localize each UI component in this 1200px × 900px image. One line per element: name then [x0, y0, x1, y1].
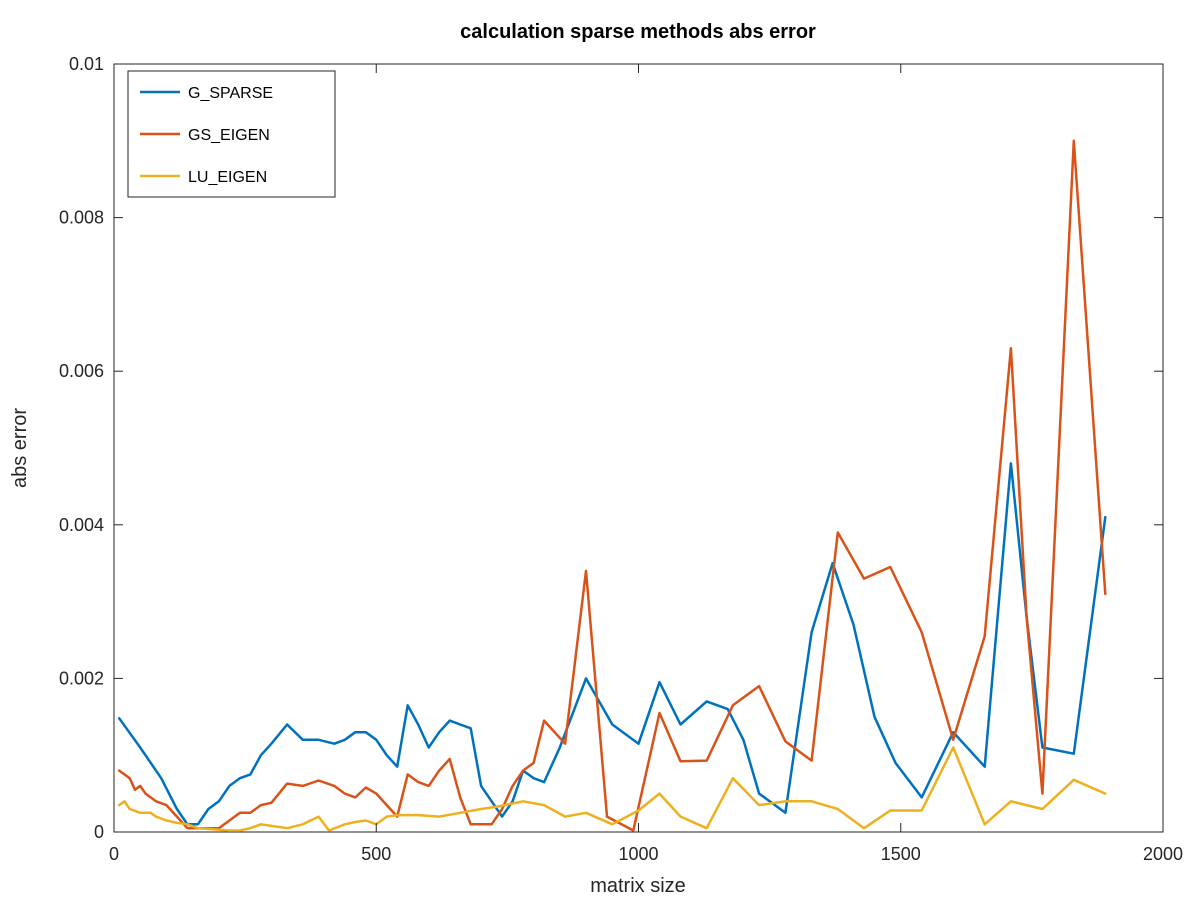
x-tick-label: 500: [361, 844, 391, 864]
series-line-g-sparse: [117, 462, 1107, 826]
y-tick-label: 0.01: [69, 54, 104, 74]
x-axis: 0 500 1000 1500 2000: [109, 64, 1183, 864]
x-tick-label: 1500: [881, 844, 921, 864]
y-tick-label: 0.008: [59, 208, 104, 228]
chart-title: calculation sparse methods abs error: [460, 21, 816, 43]
x-tick-label: 1000: [618, 844, 658, 864]
x-axis-title: matrix size: [590, 875, 686, 897]
series-line-lu-eigen: [117, 746, 1107, 832]
legend: G_SPARSE GS_EIGEN LU_EIGEN: [127, 70, 336, 198]
y-tick-label: 0.006: [59, 361, 104, 381]
legend-label: G_SPARSE: [188, 85, 273, 102]
y-axis: 0 0.002 0.004 0.006 0.008 0.01: [59, 54, 1163, 842]
series-group: [117, 139, 1107, 832]
x-tick-label: 0: [109, 844, 119, 864]
y-tick-label: 0.002: [59, 668, 104, 688]
y-axis-title: abs error: [9, 408, 31, 488]
legend-label: LU_EIGEN: [188, 169, 267, 186]
legend-label: GS_EIGEN: [188, 127, 270, 144]
y-tick-label: 0: [94, 822, 104, 842]
y-tick-label: 0.004: [59, 515, 104, 535]
x-tick-label: 2000: [1143, 844, 1183, 864]
